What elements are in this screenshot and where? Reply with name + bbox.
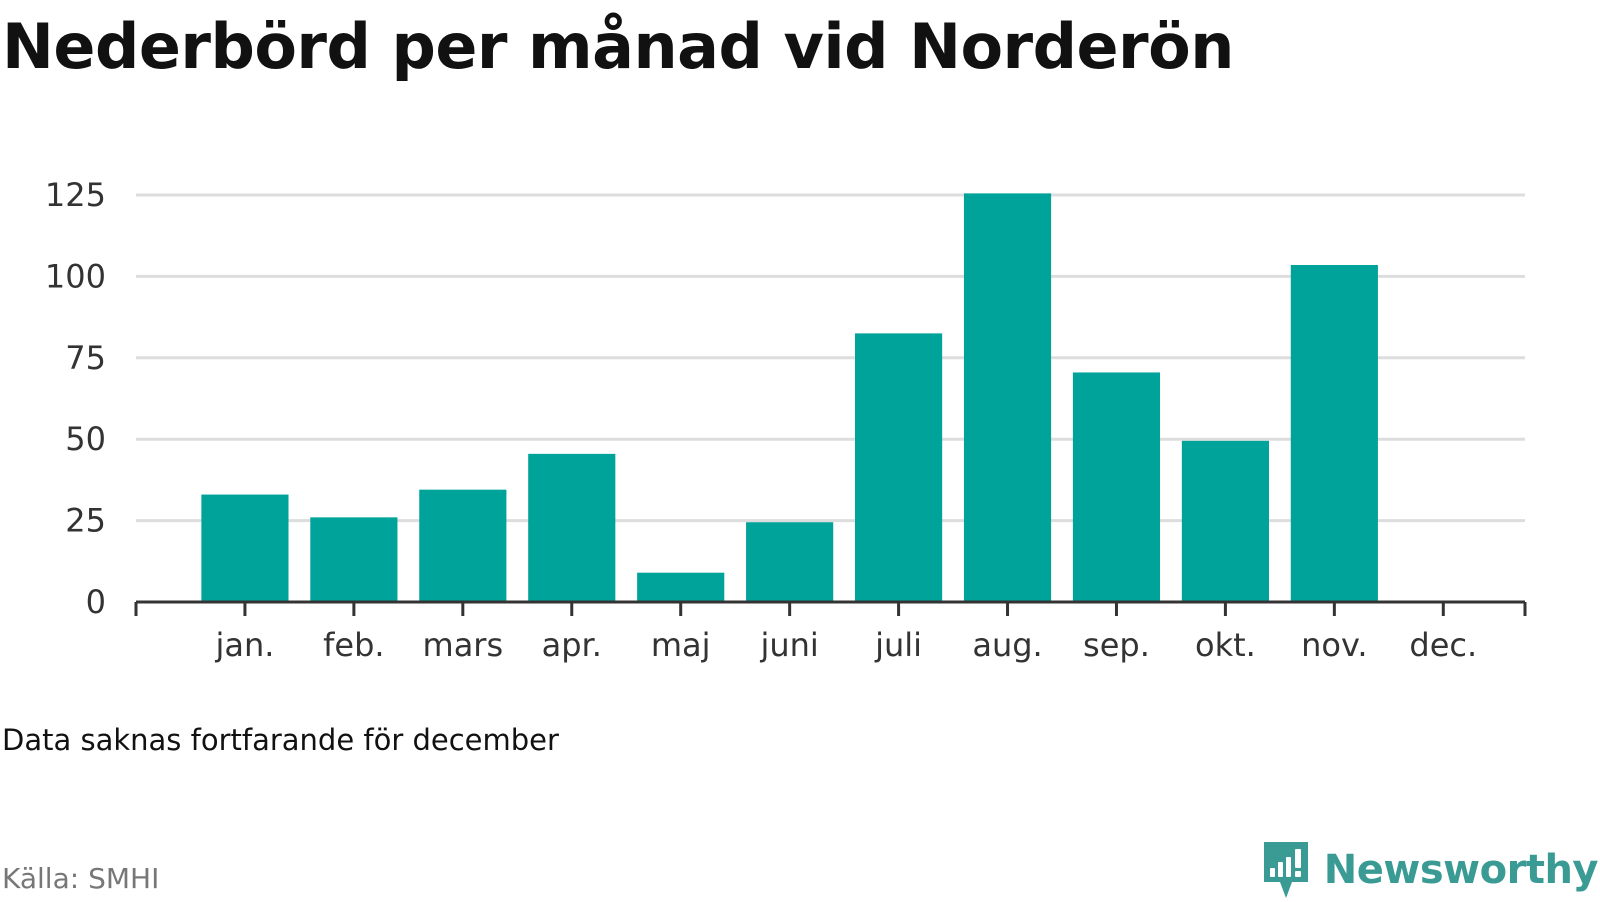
x-tick-label: juli — [874, 626, 922, 664]
x-tick-label: dec. — [1409, 626, 1477, 664]
x-tick-label: okt. — [1195, 626, 1256, 664]
y-tick-label: 0 — [86, 583, 106, 621]
x-tick-label: jan. — [214, 626, 274, 664]
y-tick-label: 125 — [45, 176, 106, 214]
bar — [1290, 265, 1378, 602]
y-axis-tick-labels: 0 25 50 75 100 125 — [45, 176, 106, 621]
bar — [963, 193, 1052, 602]
bar — [201, 494, 289, 602]
bar — [419, 489, 507, 602]
x-tick-label: nov. — [1301, 626, 1367, 664]
chart-title: Nederbörd per månad vid Norderön — [2, 10, 1234, 83]
chart-note: Data saknas fortfarande för december — [2, 723, 559, 757]
bar — [746, 522, 834, 602]
y-tick-label: 75 — [65, 339, 106, 377]
bar — [855, 333, 943, 602]
bars — [201, 193, 1378, 602]
source-credit: Källa: SMHI — [2, 862, 160, 895]
newsworthy-brand: Newsworthy — [1262, 838, 1599, 902]
brand-name: Newsworthy — [1323, 847, 1599, 893]
x-tick-label: aug. — [972, 626, 1042, 664]
x-tick-label: juni — [759, 626, 818, 664]
newsworthy-logo-icon — [1263, 842, 1308, 898]
y-tick-label: 100 — [45, 257, 106, 295]
bar — [637, 572, 725, 602]
x-tick-label: mars — [423, 626, 504, 664]
bar — [1181, 440, 1269, 602]
y-tick-label: 50 — [65, 420, 106, 458]
x-axis — [134, 600, 1527, 616]
bar — [310, 517, 398, 602]
x-tick-label: maj — [651, 626, 711, 664]
x-tick-label: sep. — [1083, 626, 1150, 664]
precipitation-bar-chart: 0 25 50 75 100 125 jan. feb. mars apr. maj juni jul… — [45, 176, 1527, 664]
bar — [1072, 372, 1161, 602]
x-tick-label: apr. — [542, 626, 602, 664]
x-axis-tick-labels: jan. feb. mars apr. maj juni juli aug. sep. okt. n… — [214, 626, 1477, 664]
x-tick-label: feb. — [323, 626, 384, 664]
bar — [528, 453, 616, 602]
y-tick-label: 25 — [65, 502, 106, 540]
